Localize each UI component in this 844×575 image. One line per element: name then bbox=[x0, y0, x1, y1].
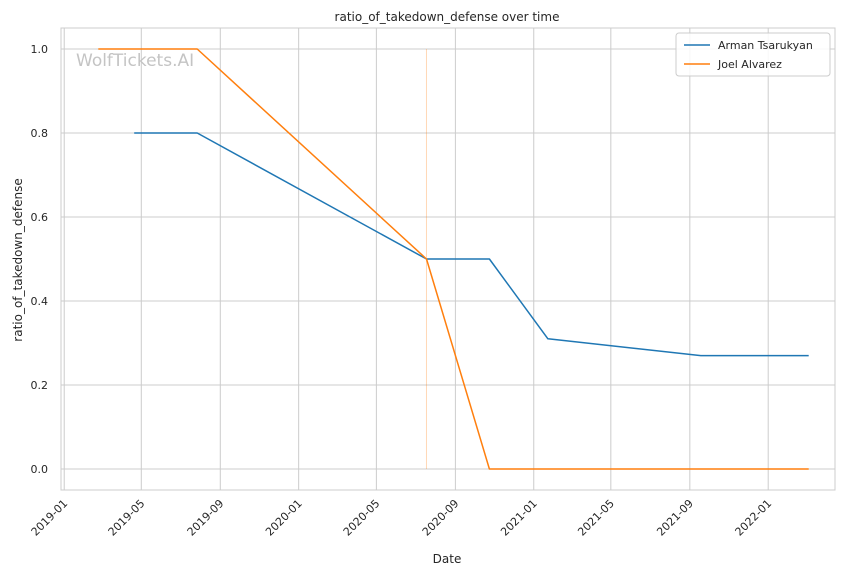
y-tick-label: 0.0 bbox=[31, 463, 49, 476]
y-tick-label: 0.4 bbox=[31, 295, 49, 308]
series-line-joel-alvarez bbox=[98, 48, 809, 470]
x-tick-label: 2020-01 bbox=[263, 497, 305, 539]
plot-frame bbox=[60, 27, 836, 491]
x-tick-label: 2021-05 bbox=[575, 497, 617, 539]
series-line-arman-tsarukyan bbox=[134, 132, 809, 357]
chart-title: ratio_of_takedown_defense over time bbox=[335, 10, 560, 24]
y-tick-label: 0.2 bbox=[31, 379, 49, 392]
x-tick-label: 2019-01 bbox=[29, 497, 71, 539]
y-axis-label: ratio_of_takedown_defense bbox=[11, 178, 25, 341]
x-tick-label: 2021-01 bbox=[498, 497, 540, 539]
watermark-text: WolfTickets.AI bbox=[76, 51, 194, 71]
series-layer bbox=[98, 48, 809, 470]
x-axis-ticks: 2019-01 2019-05 2019-09 2020-01 2020-05 2020-… bbox=[29, 497, 775, 539]
x-axis-label: Date bbox=[433, 552, 462, 566]
y-tick-label: 0.8 bbox=[31, 127, 49, 140]
y-tick-label: 1.0 bbox=[31, 43, 49, 56]
x-tick-label: 2022-01 bbox=[733, 497, 775, 539]
x-tick-label: 2020-05 bbox=[341, 497, 383, 539]
x-tick-label: 2019-09 bbox=[185, 497, 227, 539]
legend-label-arman-tsarukyan: Arman Tsarukyan bbox=[718, 39, 813, 52]
legend-box bbox=[675, 32, 831, 77]
x-tick-label: 2019-05 bbox=[106, 497, 148, 539]
x-tick-label: 2020-09 bbox=[420, 497, 462, 539]
x-tick-label: 2021-09 bbox=[654, 497, 696, 539]
legend-label-joel-alvarez: Joel Alvarez bbox=[717, 58, 782, 71]
y-axis-ticks: 0.0 0.2 0.4 0.6 0.8 1.0 bbox=[31, 43, 49, 476]
y-tick-label: 0.6 bbox=[31, 211, 49, 224]
legend: Arman Tsarukyan Joel Alvarez bbox=[675, 32, 831, 77]
